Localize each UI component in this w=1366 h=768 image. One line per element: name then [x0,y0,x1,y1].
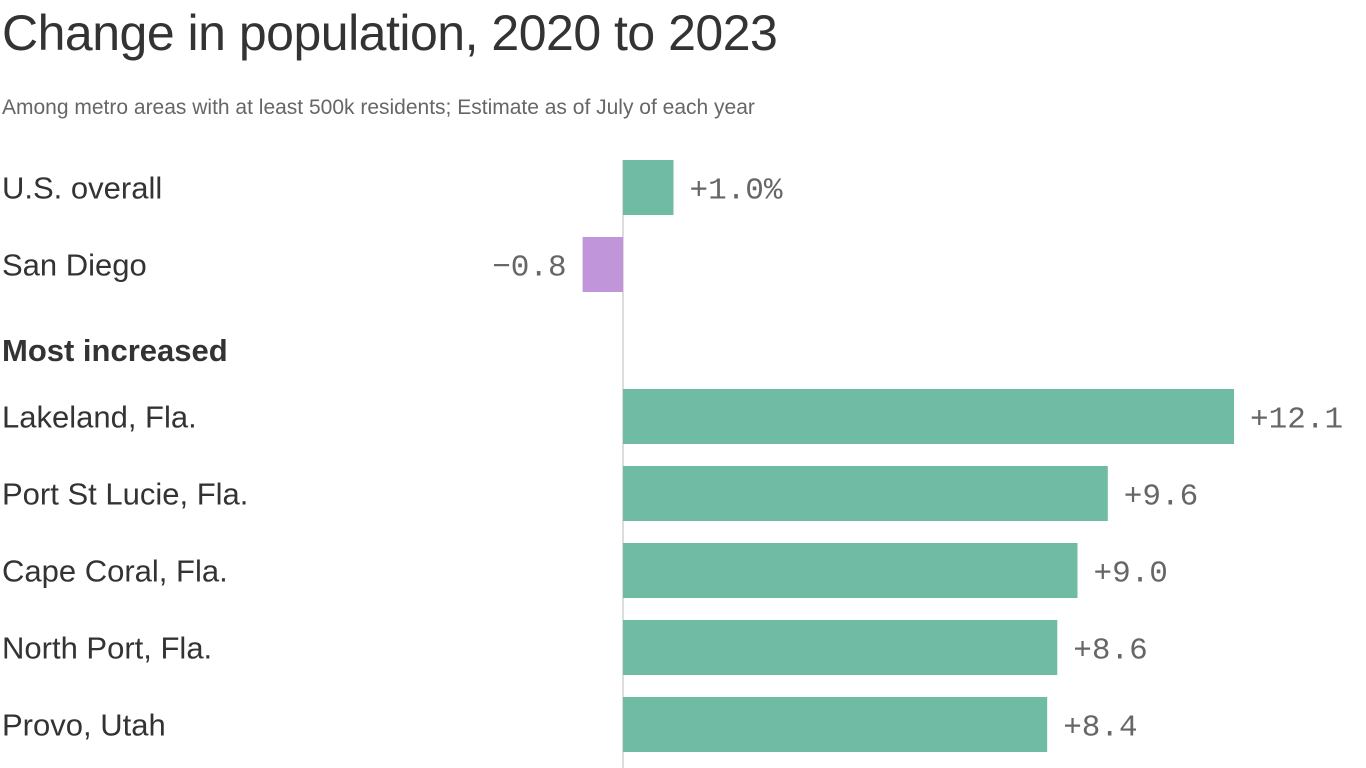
chart-subtitle: Among metro areas with at least 500k res… [2,96,755,119]
data-label: +9.6 [1124,480,1198,515]
section-heading: Most increased [2,333,228,368]
category-label: San Diego [2,248,147,283]
category-label: North Port, Fla. [2,631,212,666]
data-label: +8.4 [1063,711,1137,746]
bar [582,237,623,292]
data-label: +12.1 [1250,403,1343,438]
bar [623,466,1108,521]
chart-title: Change in population, 2020 to 2023 [2,5,778,61]
data-label: +8.6 [1073,634,1147,669]
data-label: +9.0 [1094,557,1168,592]
bar [623,389,1235,444]
category-label: Port St Lucie, Fla. [2,477,248,512]
bar [623,697,1048,752]
category-label: Cape Coral, Fla. [2,554,228,589]
category-label: Provo, Utah [2,708,166,743]
data-label: +1.0% [690,174,783,209]
category-label: U.S. overall [2,171,162,206]
data-label: −0.8 [492,251,566,286]
bar [623,543,1078,598]
bar [623,160,674,215]
category-label: Lakeland, Fla. [2,400,197,435]
bar [623,620,1058,675]
